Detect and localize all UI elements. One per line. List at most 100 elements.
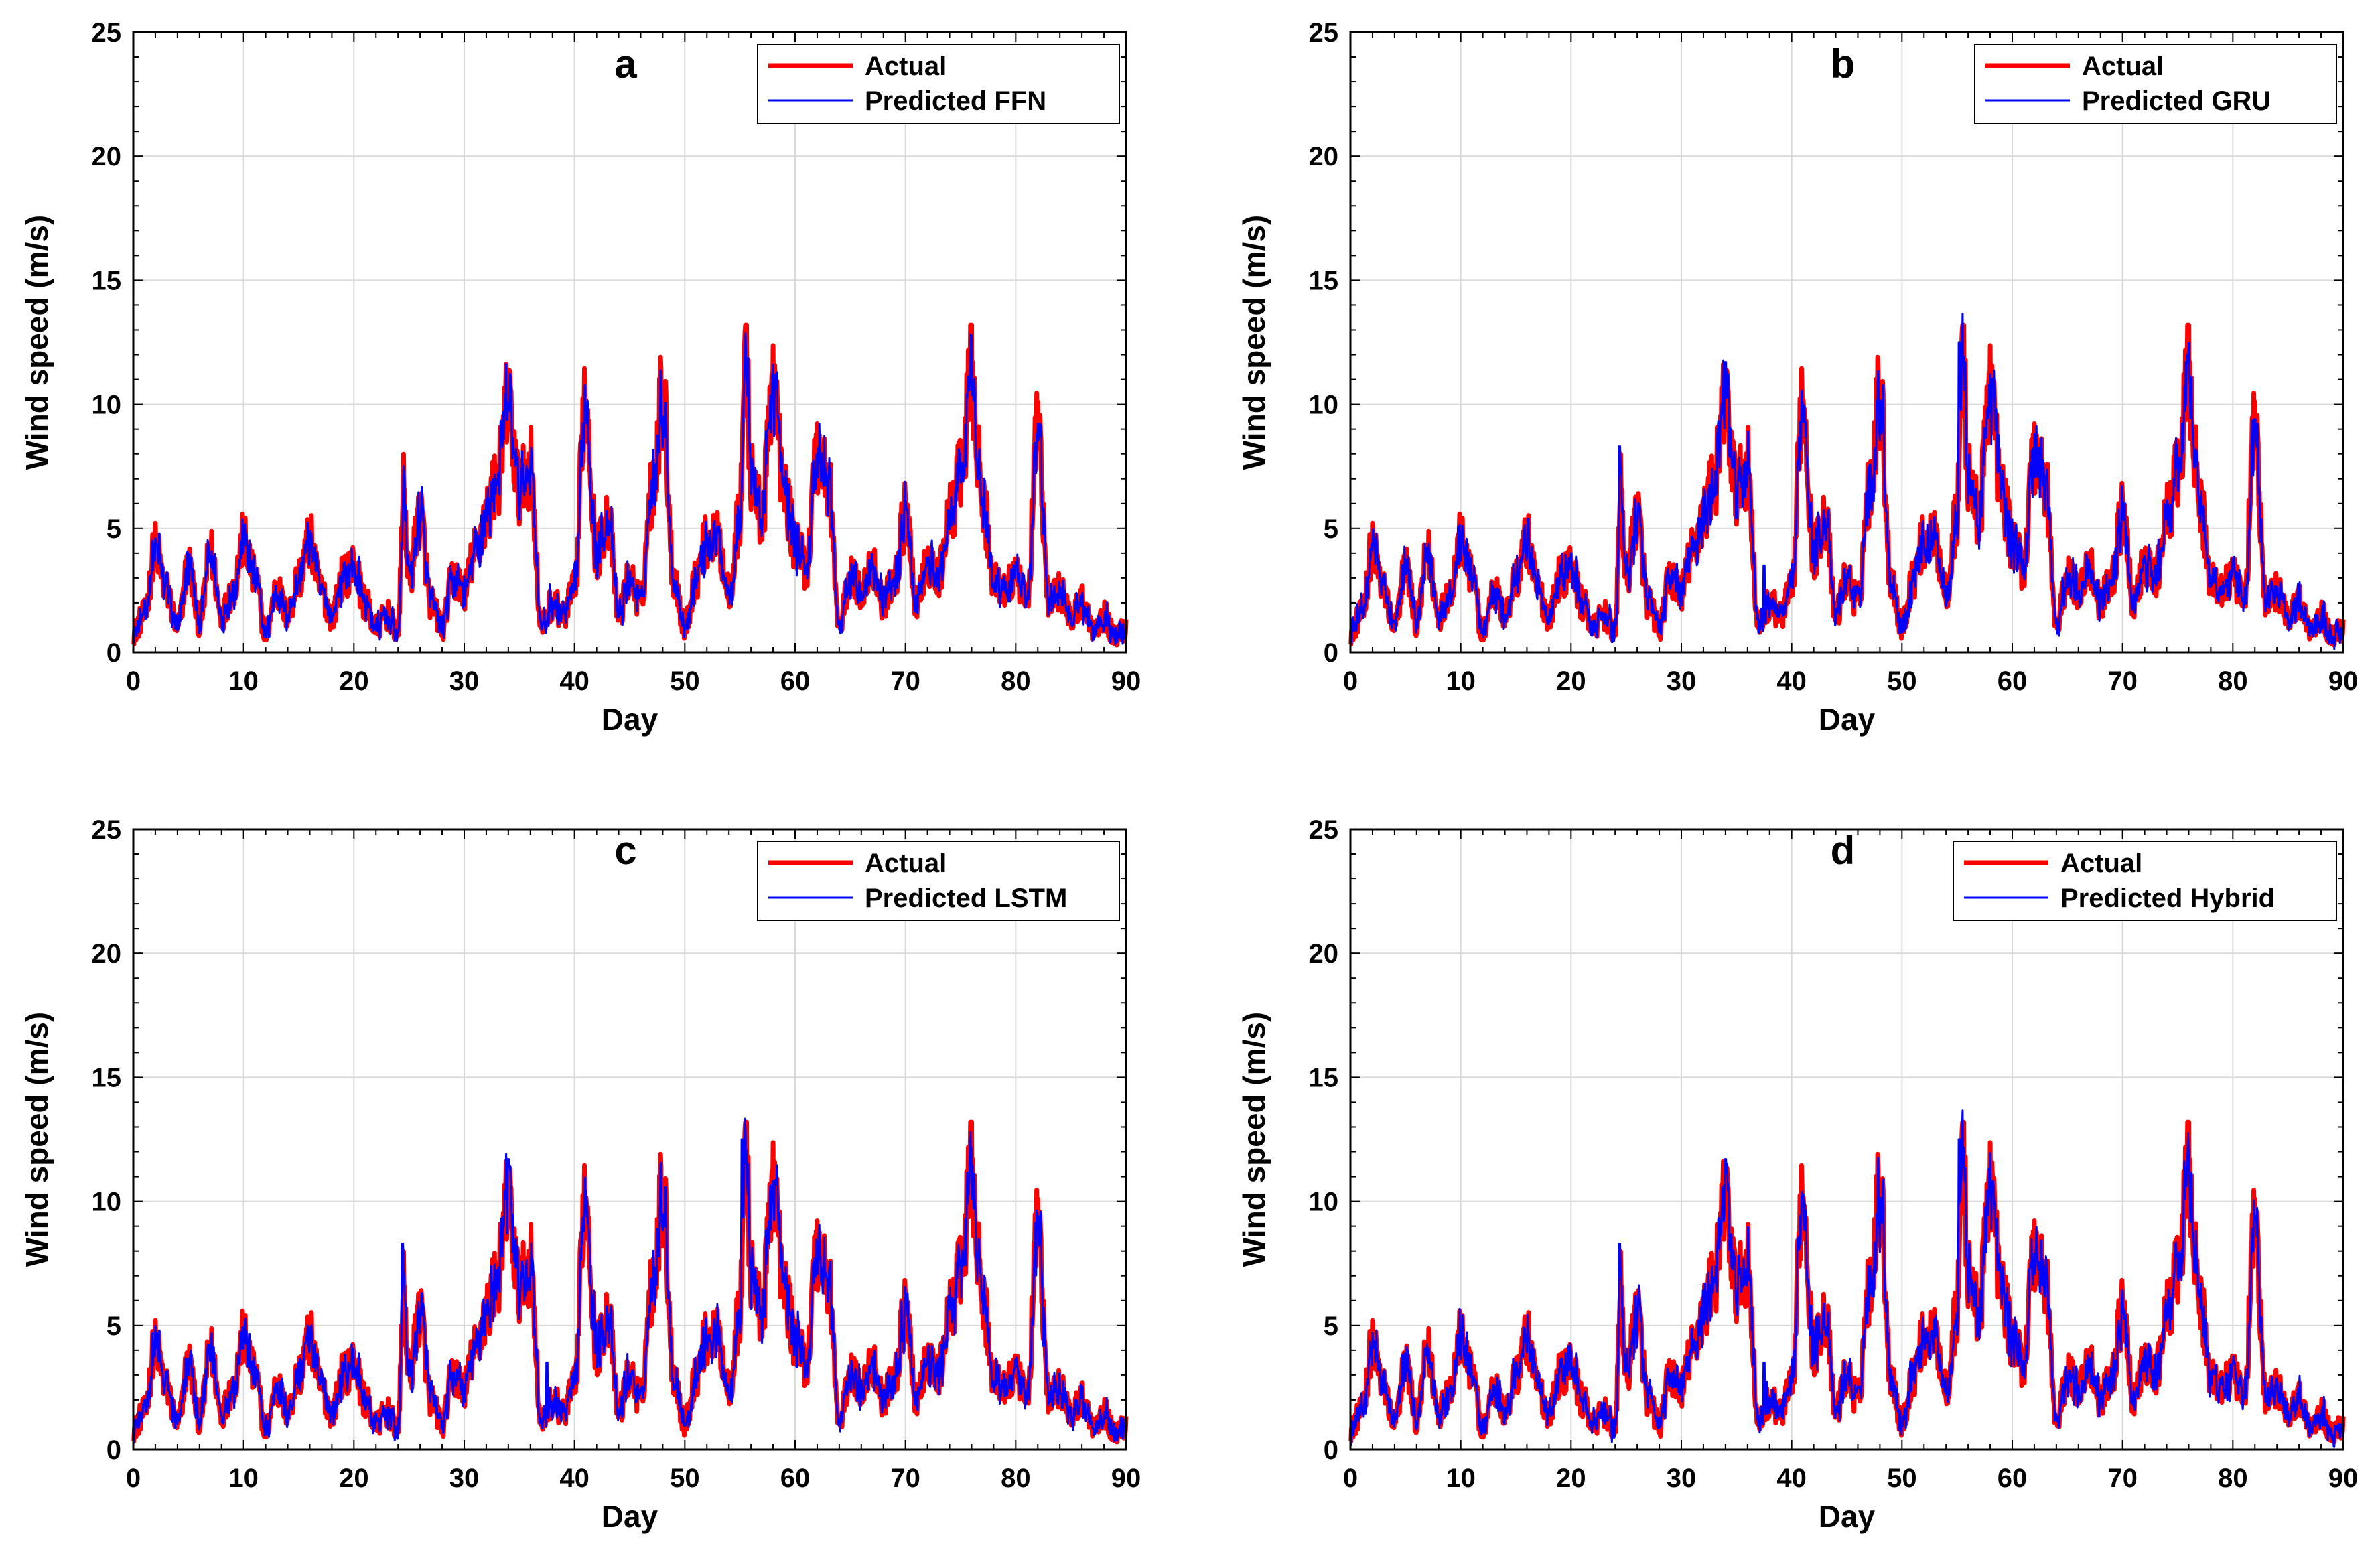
legend-box [1953, 841, 2337, 921]
x-tick-label: 10 [228, 1464, 259, 1493]
y-tick-label: 25 [1309, 815, 1339, 845]
plot-frame [1349, 31, 2344, 654]
y-tick-label: 5 [1324, 514, 1338, 544]
y-tick-label: 10 [1309, 1188, 1339, 1217]
x-axis-label: Day [1819, 1499, 1876, 1534]
x-tick-label: 90 [2328, 1464, 2359, 1493]
panel-d: 0 10 20 30 40 50 60 70 80 90 0 5 10 15 20 25 d Day Wind… [1237, 815, 2358, 1534]
legend-label-predicted: Predicted FFN [865, 86, 1046, 116]
panel-letter: b [1831, 42, 1856, 86]
panel-letter: d [1831, 828, 1856, 873]
series-line-predicted [132, 1117, 1127, 1444]
legend: Actual Predicted LSTM [757, 841, 1120, 921]
x-tick-label: 70 [2107, 1464, 2138, 1493]
x-axis-label: Day [602, 1499, 658, 1534]
y-tick-label: 25 [1309, 18, 1339, 48]
y-tick-label: 25 [92, 18, 122, 48]
x-tick-label: 90 [1111, 1464, 1141, 1493]
x-tick-label: 80 [2218, 666, 2248, 696]
y-axis-label: Wind speed (m/s) [19, 215, 54, 470]
legend-label-predicted: Predicted GRU [2082, 86, 2271, 116]
x-tick-label: 80 [2218, 1464, 2248, 1493]
x-tick-label: 40 [559, 1464, 589, 1493]
x-tick-label: 20 [1556, 1464, 1586, 1493]
x-tick-label: 70 [890, 1464, 920, 1493]
x-tick-label: 50 [670, 666, 699, 696]
x-tick-label: 0 [1343, 666, 1358, 696]
y-tick-label: 20 [92, 142, 122, 171]
series-line-predicted [1350, 313, 2344, 650]
legend-label-actual: Actual [2082, 52, 2164, 81]
y-tick-label: 15 [92, 266, 122, 295]
y-axis-label: Wind speed (m/s) [1237, 1012, 1271, 1267]
legend: Actual Predicted GRU [1974, 44, 2337, 124]
x-tick-label: 40 [1776, 666, 1807, 696]
plot-frame [1349, 828, 2344, 1451]
y-tick-label: 0 [1324, 638, 1338, 668]
x-tick-label: 40 [559, 666, 589, 696]
x-tick-label: 60 [780, 1464, 811, 1493]
x-tick-label: 90 [1111, 666, 1141, 696]
y-tick-label: 5 [107, 514, 121, 544]
x-tick-label: 70 [890, 666, 920, 696]
legend: Actual Predicted FFN [757, 44, 1120, 124]
x-tick-label: 10 [1446, 1464, 1476, 1493]
x-tick-label: 90 [2328, 666, 2359, 696]
x-tick-label: 10 [228, 666, 259, 696]
x-tick-label: 30 [449, 1464, 480, 1493]
x-axis-label: Day [602, 702, 658, 737]
y-tick-label: 0 [107, 638, 121, 668]
legend-box [757, 44, 1120, 124]
y-tick-label: 15 [92, 1063, 122, 1092]
x-tick-label: 30 [1667, 666, 1697, 696]
panel-b: 0 10 20 30 40 50 60 70 80 90 0 5 10 15 20 25 b Day Wind… [1237, 18, 2358, 737]
x-tick-label: 30 [449, 666, 480, 696]
x-tick-label: 60 [1998, 1464, 2028, 1493]
plot-frame [132, 31, 1127, 654]
y-tick-label: 5 [107, 1311, 121, 1341]
y-tick-label: 25 [92, 815, 122, 845]
legend-label-actual: Actual [865, 849, 947, 878]
series-line-predicted [132, 332, 1127, 646]
x-tick-label: 80 [1001, 1464, 1031, 1493]
x-tick-label: 20 [339, 1464, 369, 1493]
legend-label-actual: Actual [2060, 849, 2142, 878]
x-tick-label: 80 [1001, 666, 1031, 696]
x-tick-label: 30 [1667, 1464, 1697, 1493]
y-tick-label: 15 [1309, 1063, 1339, 1092]
series-line-predicted [1349, 1109, 2344, 1448]
x-tick-label: 50 [670, 1464, 699, 1493]
x-tick-label: 20 [1556, 666, 1586, 696]
y-axis-label: Wind speed (m/s) [19, 1012, 54, 1267]
y-tick-label: 20 [1309, 939, 1339, 969]
x-tick-label: 20 [339, 666, 369, 696]
x-axis-label: Day [1819, 702, 1876, 737]
y-tick-label: 0 [1324, 1435, 1338, 1465]
y-axis-label: Wind speed (m/s) [1237, 215, 1271, 470]
panel-a: 0 10 20 30 40 50 60 70 80 90 0 5 10 15 20 25 a Day Wind… [19, 18, 1141, 737]
legend: Actual Predicted Hybrid [1953, 841, 2337, 921]
y-tick-label: 10 [1309, 390, 1339, 420]
y-tick-label: 5 [1324, 1311, 1338, 1341]
y-tick-label: 10 [92, 390, 122, 420]
x-tick-label: 40 [1776, 1464, 1807, 1493]
legend-label-predicted: Predicted Hybrid [2060, 883, 2275, 913]
plot-frame [132, 828, 1127, 1451]
x-tick-label: 50 [1887, 1464, 1917, 1493]
x-tick-label: 0 [1343, 1464, 1358, 1493]
panel-letter: c [614, 828, 636, 873]
panel-c: 0 10 20 30 40 50 60 70 80 90 0 5 10 15 20 25 c Day Wind… [19, 815, 1141, 1534]
y-tick-label: 20 [92, 939, 122, 969]
legend-label-actual: Actual [865, 52, 947, 81]
x-tick-label: 50 [1887, 666, 1917, 696]
x-tick-label: 0 [126, 1464, 141, 1493]
x-tick-label: 60 [1998, 666, 2028, 696]
x-tick-label: 70 [2107, 666, 2138, 696]
legend-label-predicted: Predicted LSTM [865, 883, 1067, 913]
y-tick-label: 10 [92, 1188, 122, 1217]
legend-box [1974, 44, 2337, 124]
x-tick-label: 10 [1446, 666, 1476, 696]
y-tick-label: 20 [1309, 142, 1339, 171]
